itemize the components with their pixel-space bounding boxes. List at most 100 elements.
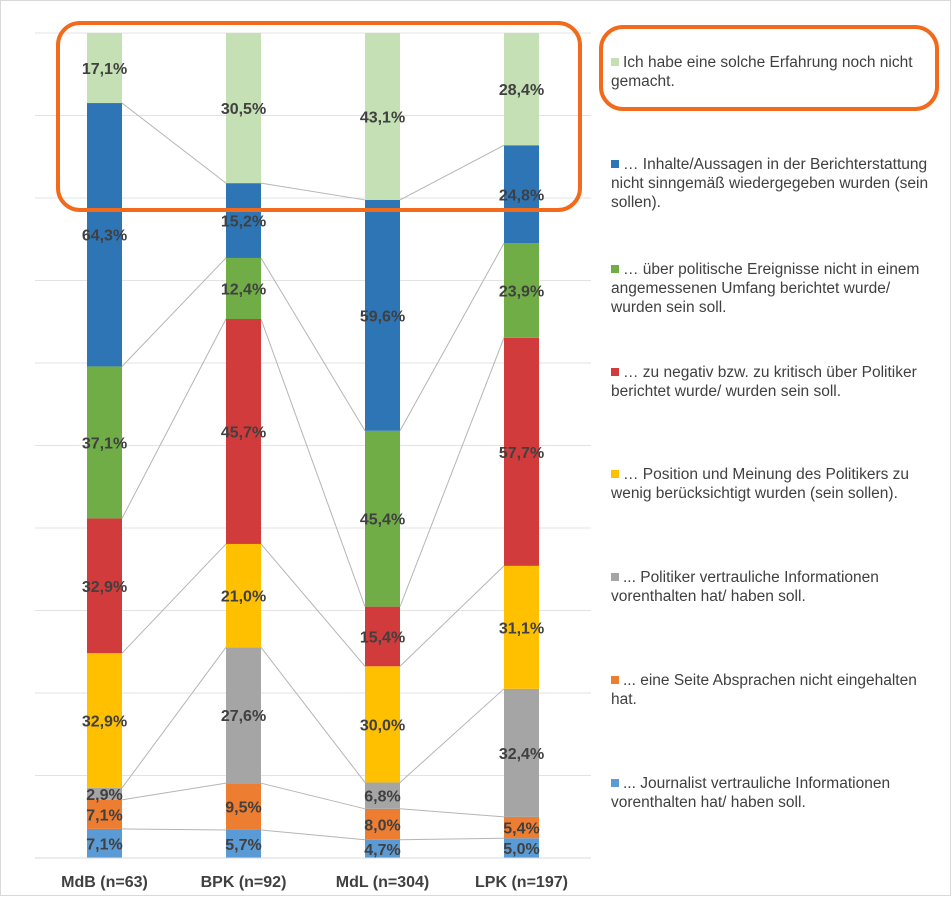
series-line bbox=[121, 828, 227, 831]
x-tick-label: MdL (n=304) bbox=[336, 874, 430, 891]
bar-segment bbox=[226, 257, 261, 319]
series-line bbox=[121, 257, 227, 367]
data-label: 23,9% bbox=[499, 284, 544, 301]
data-label: 5,4% bbox=[503, 821, 539, 838]
bar-segment bbox=[504, 688, 539, 817]
bar-segment bbox=[504, 33, 539, 146]
legend-item: … über politische Ereignisse nicht in ei… bbox=[611, 260, 941, 317]
series-line bbox=[260, 647, 366, 783]
x-tick-label: LPK (n=197) bbox=[475, 874, 568, 891]
data-label: 21,0% bbox=[221, 589, 266, 606]
data-label: 5,7% bbox=[225, 837, 261, 854]
legend-swatch bbox=[611, 58, 619, 66]
legend-swatch bbox=[611, 265, 619, 273]
data-label: 2,9% bbox=[86, 787, 122, 804]
series-line bbox=[121, 647, 227, 789]
series-line bbox=[260, 829, 366, 841]
data-label: 8,0% bbox=[364, 817, 400, 834]
bar-segment bbox=[87, 103, 122, 367]
bar-segment bbox=[226, 783, 261, 830]
data-label: 37,1% bbox=[82, 435, 127, 452]
bar-segment bbox=[365, 782, 400, 809]
data-label: 32,9% bbox=[82, 579, 127, 596]
bar-segment bbox=[87, 799, 122, 829]
series-line bbox=[121, 102, 227, 184]
bar-segment bbox=[365, 33, 400, 200]
legend-label: Ich habe eine solche Erfahrung noch nich… bbox=[611, 54, 913, 90]
bar-segment bbox=[226, 829, 261, 858]
bar-segment bbox=[226, 543, 261, 648]
data-label: 32,9% bbox=[82, 714, 127, 731]
data-label: 59,6% bbox=[360, 308, 405, 325]
bar-segment bbox=[87, 518, 122, 654]
legend-swatch bbox=[611, 470, 619, 478]
series-line bbox=[260, 182, 366, 201]
legend-swatch bbox=[611, 573, 619, 581]
x-tick-label: BPK (n=92) bbox=[201, 874, 287, 891]
bar-segment bbox=[504, 816, 539, 839]
legend-item: … zu negativ bzw. zu kritisch über Polit… bbox=[611, 363, 941, 401]
legend-label: ... Politiker vertrauliche Informationen… bbox=[611, 569, 879, 605]
highlight-box-legend bbox=[599, 25, 939, 111]
legend-item: … Position und Meinung des Politikers zu… bbox=[611, 465, 941, 503]
legend-item: ... eine Seite Absprachen nicht eingehal… bbox=[611, 671, 941, 709]
series-line bbox=[399, 688, 505, 783]
legend-swatch bbox=[611, 160, 619, 168]
data-label: 64,3% bbox=[82, 228, 127, 245]
data-label: 30,0% bbox=[360, 717, 405, 734]
legend-swatch bbox=[611, 779, 619, 787]
series-line bbox=[121, 782, 227, 801]
series-line bbox=[399, 144, 505, 201]
series-line bbox=[121, 318, 227, 519]
series-line bbox=[399, 337, 505, 607]
series-line bbox=[399, 565, 505, 667]
bar-segment bbox=[365, 199, 400, 431]
series-line bbox=[260, 318, 366, 607]
data-label: 45,7% bbox=[221, 424, 266, 441]
bar-segment bbox=[365, 839, 400, 858]
legend-item: … Inhalte/Aussagen in der Berichterstatt… bbox=[611, 155, 941, 212]
data-label: 7,1% bbox=[86, 836, 122, 853]
series-line bbox=[399, 808, 505, 818]
data-label: 5,0% bbox=[503, 841, 539, 858]
legend-label: … Inhalte/Aussagen in der Berichterstatt… bbox=[611, 156, 929, 211]
data-label: 31,1% bbox=[499, 620, 544, 637]
legend-item: ... Journalist vertrauliche Informatione… bbox=[611, 774, 941, 812]
bar-segment bbox=[504, 145, 539, 244]
series-line bbox=[121, 543, 227, 654]
series-line bbox=[260, 543, 366, 667]
bar-segment bbox=[365, 606, 400, 667]
legend-item: ... Politiker vertrauliche Informationen… bbox=[611, 568, 941, 606]
x-tick-label: MdB (n=63) bbox=[61, 874, 148, 891]
data-label: 28,4% bbox=[499, 82, 544, 99]
bar-segment bbox=[87, 366, 122, 519]
bar-segment bbox=[87, 33, 122, 104]
series-line bbox=[260, 257, 366, 432]
data-label: 9,5% bbox=[225, 800, 261, 817]
bar-segment bbox=[226, 318, 261, 544]
series-line bbox=[399, 243, 505, 432]
data-label: 27,6% bbox=[221, 708, 266, 725]
legend-item: Ich habe eine solche Erfahrung noch nich… bbox=[611, 53, 941, 91]
bar-segment bbox=[87, 653, 122, 788]
bar-segment bbox=[504, 838, 539, 858]
bar-segment bbox=[504, 243, 539, 338]
bar-segment bbox=[365, 430, 400, 607]
legend-label: … Position und Meinung des Politikers zu… bbox=[611, 466, 910, 502]
series-line bbox=[399, 837, 505, 841]
data-label: 30,5% bbox=[221, 101, 266, 118]
highlight-box-bars bbox=[56, 21, 582, 212]
bar-segment bbox=[87, 828, 122, 858]
data-label: 17,1% bbox=[82, 61, 127, 78]
bar-segment bbox=[504, 565, 539, 689]
bar-segment bbox=[365, 808, 400, 840]
data-label: 32,4% bbox=[499, 746, 544, 763]
data-label: 6,8% bbox=[364, 789, 400, 806]
legend-label: … zu negativ bzw. zu kritisch über Polit… bbox=[611, 364, 917, 400]
bar-segment bbox=[87, 787, 122, 800]
data-label: 15,4% bbox=[360, 629, 405, 646]
data-label: 12,4% bbox=[221, 281, 266, 298]
legend-label: ... eine Seite Absprachen nicht eingehal… bbox=[611, 672, 917, 708]
bar-segment bbox=[226, 33, 261, 184]
